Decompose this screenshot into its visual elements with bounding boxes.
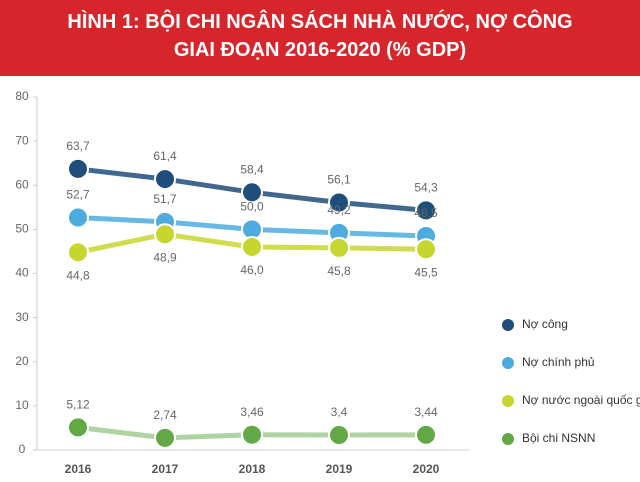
y-tick-label: 50 — [15, 222, 29, 236]
y-tick-label: 70 — [15, 133, 29, 147]
point — [241, 181, 263, 204]
data-label: 49,2 — [327, 203, 351, 217]
legend-label: Nợ công — [522, 317, 568, 331]
y-tick-label: 60 — [15, 177, 29, 191]
point — [241, 236, 263, 259]
legend-marker — [502, 357, 514, 369]
point — [154, 223, 176, 246]
legend-marker — [502, 319, 514, 331]
data-label: 45,5 — [414, 265, 438, 279]
point — [67, 241, 89, 264]
legend-marker — [502, 395, 514, 407]
legend-label: Nợ nước ngoài quốc gia — [522, 393, 640, 407]
point — [154, 168, 176, 191]
x-tick-label: 2018 — [239, 462, 266, 476]
data-label: 45,8 — [327, 264, 351, 278]
point — [67, 157, 89, 180]
data-label: 48,9 — [153, 250, 177, 264]
point — [67, 416, 89, 439]
point — [328, 423, 350, 446]
point — [415, 238, 437, 261]
y-tick-label: 30 — [15, 310, 29, 324]
header: HÌNH 1: BỘI CHI NGÂN SÁCH NHÀ NƯỚC, NỢ C… — [0, 0, 640, 76]
data-label: 3,46 — [240, 405, 264, 419]
data-label: 54,3 — [414, 181, 438, 195]
x-tick-label: 2017 — [152, 462, 179, 476]
y-tick-label: 10 — [15, 398, 29, 412]
legend-marker — [502, 433, 514, 445]
data-label: 56,1 — [327, 173, 351, 187]
data-label: 58,4 — [240, 162, 264, 176]
point — [67, 206, 89, 229]
point — [154, 426, 176, 449]
data-label: 3,44 — [414, 405, 438, 419]
data-label: 44,8 — [66, 268, 90, 282]
x-tick-label: 2019 — [326, 462, 353, 476]
point — [328, 191, 350, 214]
data-label: 46,0 — [240, 263, 264, 277]
title-line: HÌNH 1: BỘI CHI NGÂN SÁCH NHÀ NƯỚC, NỢ C… — [67, 11, 573, 33]
data-label: 61,4 — [153, 149, 177, 163]
legend-label: Bội chi NSNN — [522, 431, 595, 445]
y-tick-label: 20 — [15, 354, 29, 368]
y-tick-label: 40 — [15, 266, 29, 280]
title-line: GIAI ĐOẠN 2016-2020 (% GDP) — [173, 39, 467, 61]
data-label: 5,12 — [66, 398, 90, 412]
data-label: 3,4 — [331, 405, 348, 419]
point — [241, 423, 263, 446]
point — [328, 236, 350, 259]
data-label: 51,7 — [153, 192, 177, 206]
x-tick-label: 2020 — [413, 462, 440, 476]
data-label: 63,7 — [66, 139, 90, 153]
point — [415, 423, 437, 446]
y-tick-label: 0 — [19, 442, 26, 456]
y-tick-label: 80 — [15, 89, 29, 103]
legend-label: Nợ chính phủ — [522, 355, 595, 369]
x-tick-label: 2016 — [65, 462, 92, 476]
data-label: 50,0 — [240, 200, 264, 214]
data-label: 2,74 — [153, 408, 177, 422]
point — [415, 199, 437, 222]
data-label: 52,7 — [66, 188, 90, 202]
data-label: 48,5 — [414, 206, 438, 220]
